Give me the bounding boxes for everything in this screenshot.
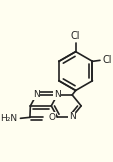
Text: O: O [48, 113, 55, 122]
Text: N: N [33, 90, 39, 99]
Text: Cl: Cl [70, 31, 80, 41]
Text: H₂N: H₂N [0, 114, 17, 123]
Text: N: N [53, 90, 60, 99]
Text: N: N [68, 112, 75, 121]
Text: Cl: Cl [102, 55, 111, 64]
